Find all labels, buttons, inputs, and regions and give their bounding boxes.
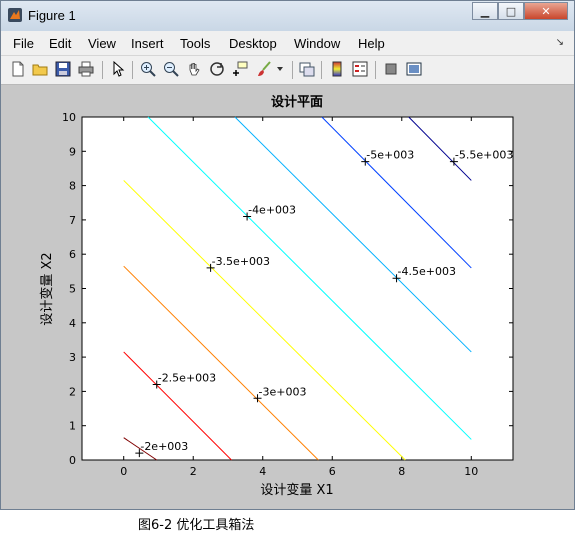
contour-label-marker	[361, 157, 370, 166]
close-button[interactable]: ✕	[524, 2, 568, 20]
y-tick-label: 3	[69, 351, 76, 364]
hide-plot-tools-icon[interactable]	[382, 60, 400, 78]
y-tick-label: 2	[69, 385, 76, 398]
contour-label-marker	[243, 212, 252, 221]
contour-line	[147, 116, 472, 440]
contour-level-label: -3e+003	[259, 385, 307, 398]
x-tick-label: 10	[464, 465, 478, 478]
y-tick-label: 7	[69, 214, 76, 227]
y-tick-label: 6	[69, 248, 76, 261]
contour-level-label: -5e+003	[366, 149, 414, 162]
menu-bar: File Edit View Insert Tools Desktop Wind…	[1, 31, 574, 56]
contour-plot[interactable]: 0 2 4 6 8 10 0 1 2 3 4 5 6 7 8 9 10 -2e+003 -2.5e+003 -3e+…	[6, 85, 571, 509]
contour-level-label: -4.5e+003	[398, 265, 456, 278]
menu-window[interactable]: Window	[294, 36, 341, 51]
data-cursor-icon[interactable]	[231, 60, 249, 78]
axes-background	[81, 116, 514, 461]
y-axis-label: 设计变量 X2	[39, 252, 55, 325]
contour-level-label: -2.5e+003	[158, 372, 216, 385]
menu-tools[interactable]: Tools	[180, 36, 211, 51]
x-tick-label: 6	[329, 465, 336, 478]
y-tick-label: 5	[69, 283, 76, 296]
menubar-dock-arrow-icon[interactable]: ↘	[555, 37, 564, 48]
save-icon[interactable]	[54, 60, 72, 78]
contour-line	[123, 265, 319, 461]
contour-level-label: -5.5e+003	[455, 149, 513, 162]
contour-label-marker	[449, 157, 458, 166]
figure-window: Figure 1 ▁ □ ✕ File Edit View Insert Too…	[0, 0, 575, 510]
brush-dropdown-icon[interactable]	[275, 60, 285, 78]
contour-line	[234, 116, 472, 353]
contour-label-marker	[152, 380, 161, 389]
figure-toolbar	[1, 56, 574, 85]
contour-level-label: -2e+003	[140, 440, 188, 453]
x-axis-label: 设计变量 X1	[260, 482, 333, 498]
maximize-button[interactable]: □	[498, 2, 524, 20]
y-tick-label: 9	[69, 145, 76, 158]
pointer-icon[interactable]	[109, 60, 127, 78]
figure-caption: 图6-2 优化工具箱法	[138, 518, 255, 533]
contour-label-marker	[392, 274, 401, 283]
pan-hand-icon[interactable]	[185, 60, 203, 78]
brush-icon[interactable]	[255, 60, 273, 78]
y-tick-label: 8	[69, 180, 76, 193]
link-plot-icon[interactable]	[298, 60, 316, 78]
menu-help[interactable]: Help	[358, 36, 385, 51]
menu-insert[interactable]: Insert	[131, 36, 164, 51]
toolbar-separator	[132, 61, 133, 79]
contour-labels: -2e+003 -2.5e+003 -3e+003 -3.5e+003 -4e+003 -…	[135, 149, 513, 458]
minimize-button[interactable]: ▁	[472, 2, 498, 20]
zoom-out-icon[interactable]	[162, 60, 180, 78]
chart-title: 设计平面	[271, 94, 323, 110]
print-icon[interactable]	[77, 60, 95, 78]
contour-lines	[123, 116, 472, 461]
contour-level-label: -4e+003	[248, 203, 296, 216]
contour-label-marker	[206, 263, 215, 272]
menu-desktop[interactable]: Desktop	[229, 36, 277, 51]
figure-canvas[interactable]: 0 2 4 6 8 10 0 1 2 3 4 5 6 7 8 9 10 -2e+003 -2.5e+003 -3e+…	[6, 85, 571, 509]
rotate-3d-icon[interactable]	[208, 60, 226, 78]
window-controls: ▁ □ ✕	[472, 2, 568, 22]
y-tick-label: 10	[62, 111, 76, 124]
y-tick-label: 1	[69, 420, 76, 433]
window-title: Figure 1	[28, 8, 76, 23]
open-file-icon[interactable]	[31, 60, 49, 78]
x-tick-label: 2	[190, 465, 197, 478]
zoom-in-icon[interactable]	[139, 60, 157, 78]
contour-label-marker	[135, 449, 144, 458]
y-tick-label: 4	[69, 317, 76, 330]
new-figure-icon[interactable]	[9, 60, 27, 78]
toolbar-separator	[292, 61, 293, 79]
contour-line	[408, 116, 472, 181]
toolbar-separator	[102, 61, 103, 79]
axes-ticks: 0 2 4 6 8 10 0 1 2 3 4 5 6 7 8 9 10	[62, 111, 513, 478]
contour-line	[321, 116, 472, 269]
toolbar-separator	[321, 61, 322, 79]
title-bar[interactable]: Figure 1 ▁ □ ✕	[1, 1, 574, 31]
colorbar-icon[interactable]	[328, 60, 346, 78]
contour-label-marker	[253, 394, 262, 403]
toolbar-separator	[375, 61, 376, 79]
contour-line	[123, 437, 158, 461]
y-tick-label: 0	[69, 454, 76, 467]
contour-level-label: -3.5e+003	[212, 255, 270, 268]
matlab-logo-icon	[8, 8, 22, 22]
menu-file[interactable]: File	[13, 36, 34, 51]
show-plot-tools-icon[interactable]	[405, 60, 423, 78]
x-tick-label: 8	[398, 465, 405, 478]
contour-line	[123, 180, 406, 461]
x-tick-label: 4	[259, 465, 266, 478]
menu-view[interactable]: View	[88, 36, 116, 51]
x-tick-label: 0	[120, 465, 127, 478]
legend-icon[interactable]	[351, 60, 369, 78]
contour-line	[123, 351, 232, 461]
menu-edit[interactable]: Edit	[49, 36, 72, 51]
